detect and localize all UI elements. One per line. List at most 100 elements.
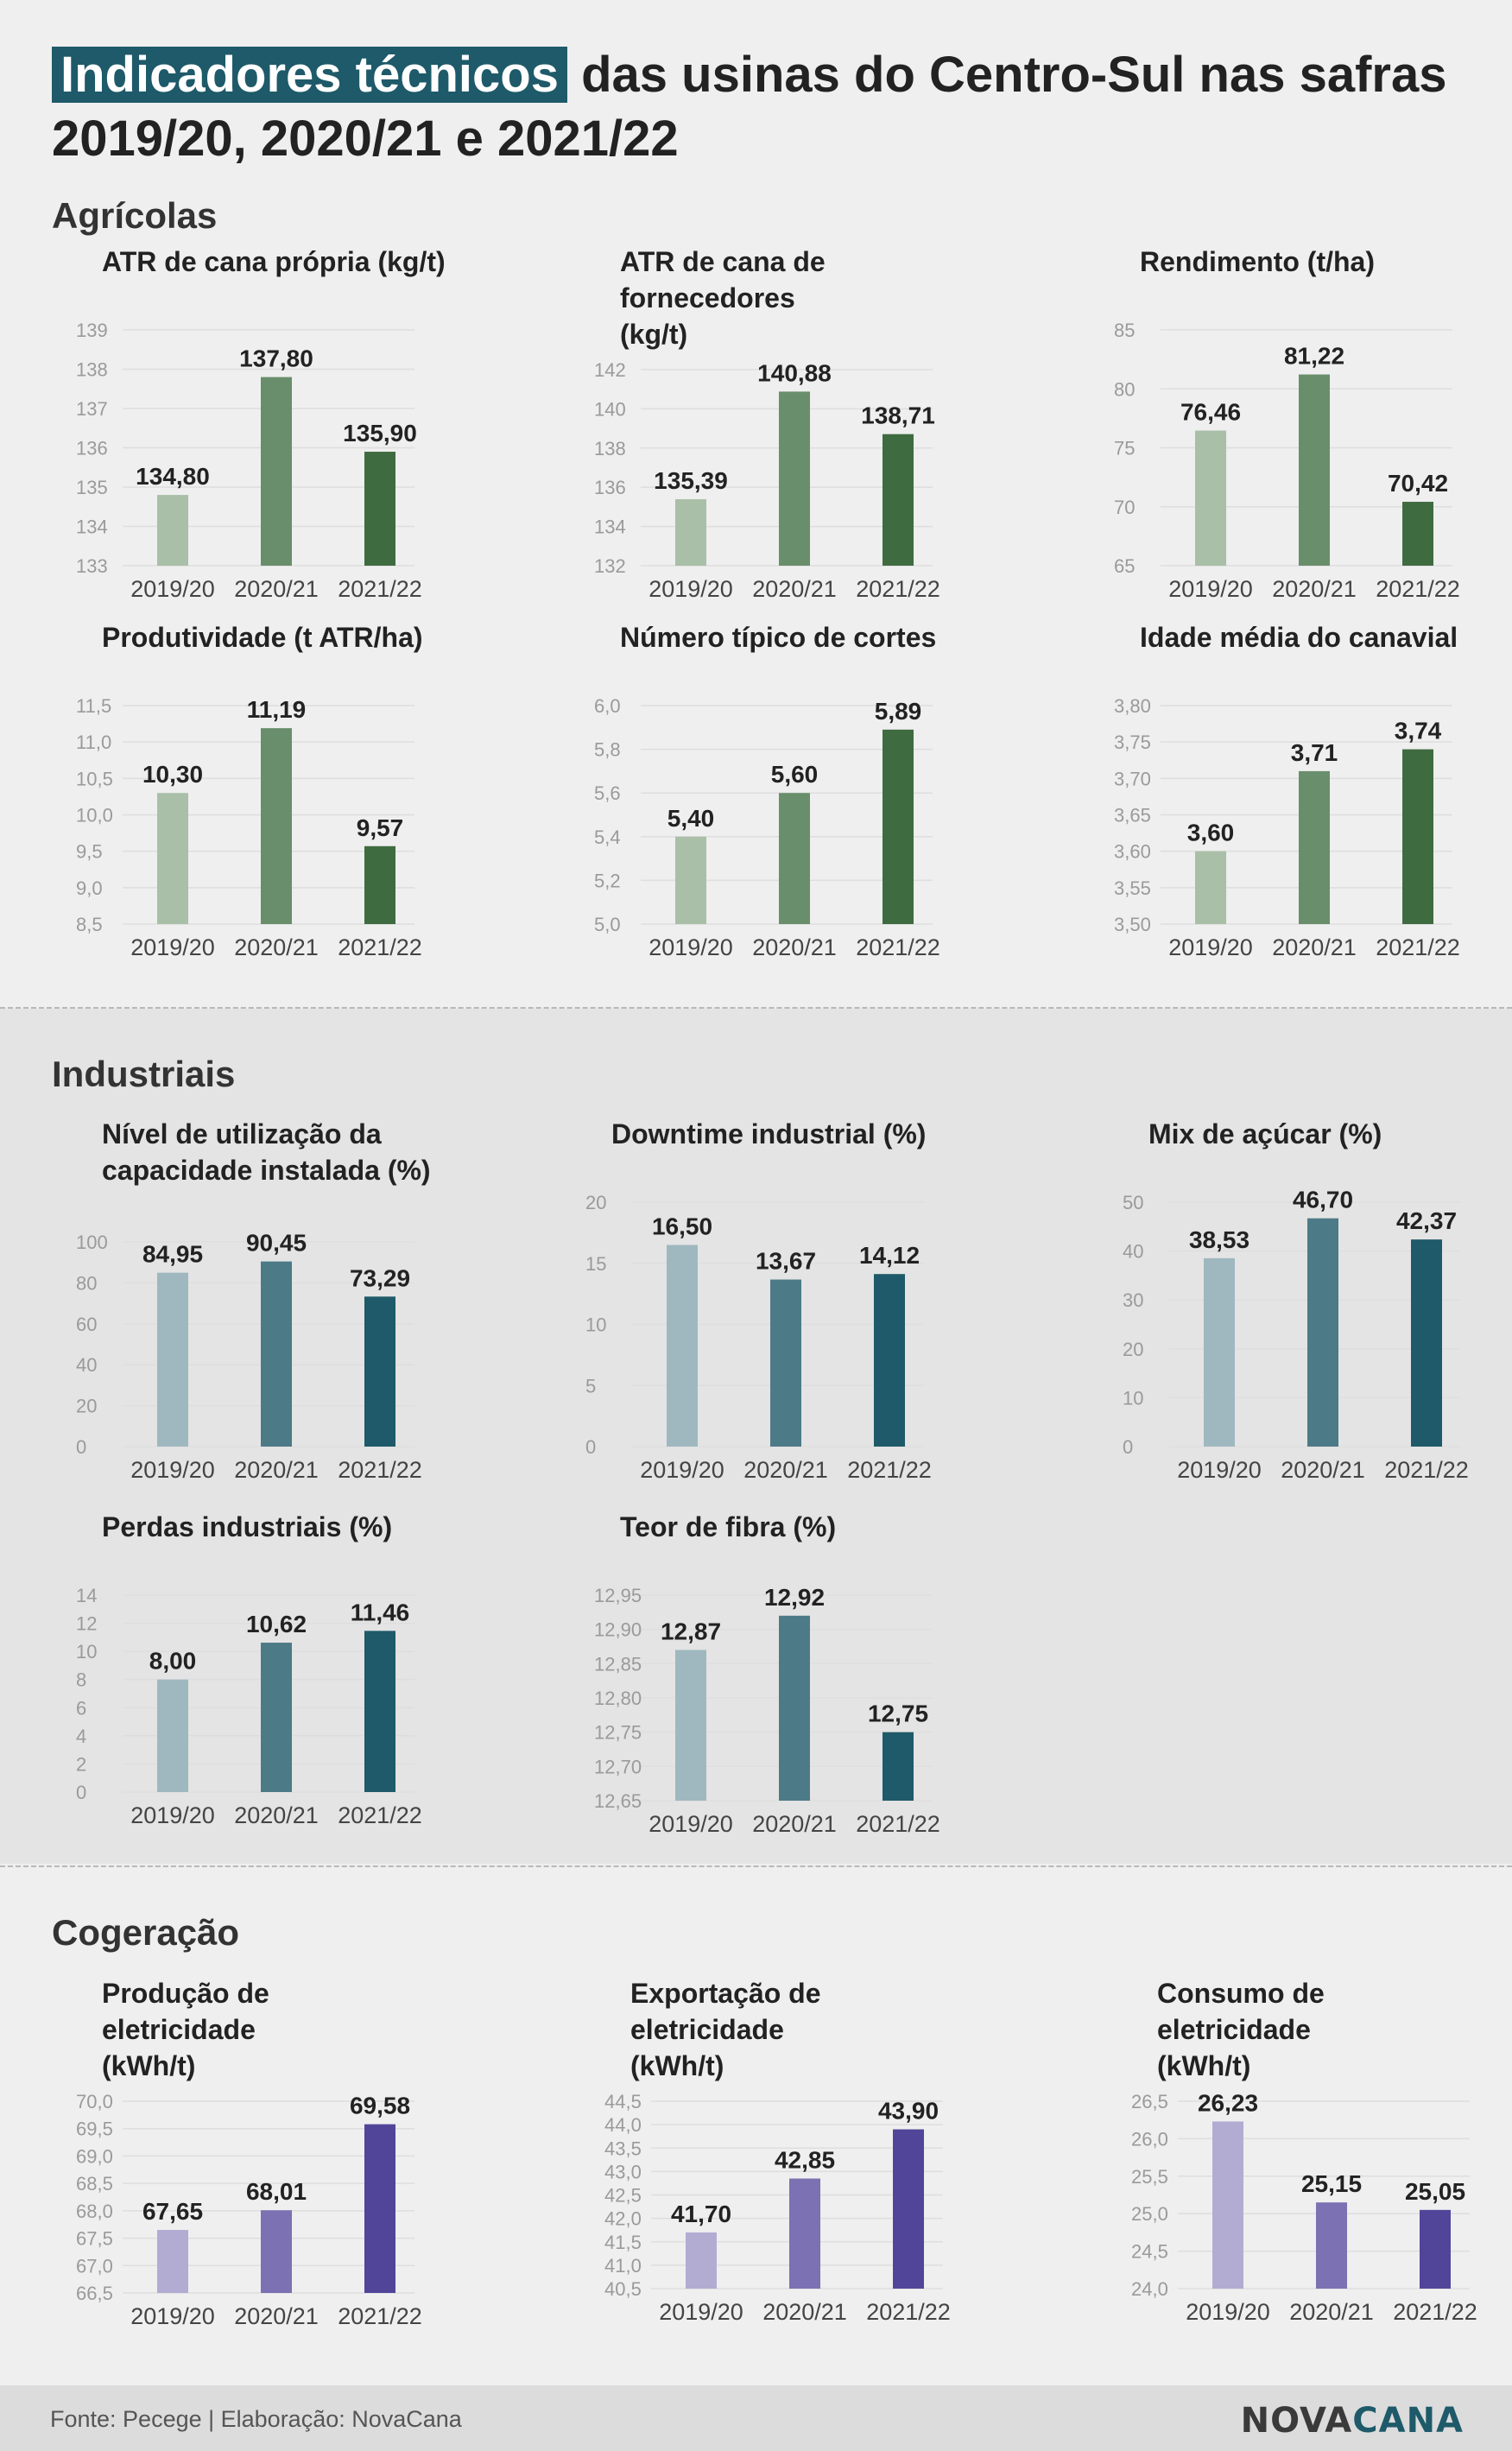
x-tick-label: 2019/20 bbox=[640, 1457, 724, 1483]
data-label: 84,95 bbox=[142, 1241, 203, 1268]
data-label: 25,15 bbox=[1301, 2170, 1362, 2197]
x-tick-label: 2021/22 bbox=[866, 2299, 951, 2325]
data-label: 138,71 bbox=[861, 402, 935, 429]
y-tick-label: 69,5 bbox=[76, 2118, 113, 2140]
y-tick-label: 4 bbox=[76, 1726, 86, 1747]
bar-2021-22 bbox=[893, 2130, 924, 2289]
y-tick-label: 3,55 bbox=[1114, 877, 1151, 899]
data-label: 41,70 bbox=[671, 2201, 731, 2227]
y-tick-label: 12,75 bbox=[594, 1722, 642, 1744]
y-tick-label: 15 bbox=[585, 1253, 606, 1275]
y-tick-label: 12,85 bbox=[594, 1653, 642, 1675]
novacana-logo: NOVACANA bbox=[1241, 2401, 1464, 2441]
data-label: 5,40 bbox=[667, 805, 715, 832]
data-label: 9,57 bbox=[357, 814, 404, 841]
x-tick-label: 2021/22 bbox=[1376, 934, 1460, 960]
y-tick-label: 12,95 bbox=[594, 1585, 642, 1606]
data-label: 8,00 bbox=[149, 1648, 197, 1675]
y-tick-label: 138 bbox=[76, 359, 108, 381]
x-tick-label: 2019/20 bbox=[1168, 934, 1253, 960]
y-tick-label: 12,90 bbox=[594, 1619, 642, 1641]
chart-8: Downtime industrial (%)0510152016,502019… bbox=[561, 1116, 1010, 1498]
y-tick-label: 11,0 bbox=[76, 732, 111, 753]
chart-11: Teor de fibra (%)12,6512,7012,7512,8012,… bbox=[570, 1509, 1019, 1852]
chart-12: Produção de eletricidade (kWh/t)66,567,0… bbox=[52, 1975, 501, 2345]
bar-2019-20 bbox=[1195, 431, 1226, 566]
bar-2021-22 bbox=[364, 2125, 395, 2293]
bar-2020-21 bbox=[1299, 375, 1330, 566]
bar-2021-22 bbox=[364, 452, 395, 566]
x-tick-label: 2021/22 bbox=[338, 576, 422, 602]
chart-3: Rendimento (t/ha)657075808576,462019/208… bbox=[1090, 244, 1512, 618]
bar-2020-21 bbox=[261, 2210, 292, 2293]
bar-2019-20 bbox=[667, 1245, 698, 1447]
bar-2019-20 bbox=[675, 499, 706, 566]
chart-svg: 0510152016,502019/2013,672020/2114,12202… bbox=[561, 1116, 1010, 1498]
bar-2021-22 bbox=[883, 730, 914, 924]
y-tick-label: 11,5 bbox=[76, 695, 111, 717]
chart-svg: 66,567,067,568,068,569,069,570,067,65201… bbox=[52, 1975, 501, 2345]
data-label: 11,19 bbox=[247, 696, 307, 723]
x-tick-label: 2019/20 bbox=[130, 576, 215, 602]
x-tick-label: 2021/22 bbox=[856, 1811, 940, 1837]
bar-2021-22 bbox=[1411, 1239, 1442, 1447]
chart-1: ATR de cana própria (kg/t)13313413513613… bbox=[52, 244, 501, 618]
x-tick-label: 2021/22 bbox=[856, 934, 940, 960]
y-tick-label: 30 bbox=[1123, 1289, 1143, 1311]
chart-svg: 024681012148,002019/2010,622020/2111,462… bbox=[52, 1509, 501, 1844]
bar-2019-20 bbox=[675, 837, 706, 924]
x-tick-label: 2020/21 bbox=[234, 2303, 319, 2329]
data-label: 67,65 bbox=[142, 2198, 203, 2225]
y-tick-label: 10,0 bbox=[76, 805, 113, 826]
bar-2019-20 bbox=[157, 793, 188, 924]
x-tick-label: 2020/21 bbox=[234, 1457, 319, 1483]
y-tick-label: 44,5 bbox=[604, 2091, 642, 2112]
bar-2021-22 bbox=[1402, 502, 1433, 566]
y-tick-label: 42,5 bbox=[604, 2185, 642, 2207]
chart-svg: 133134135136137138139134,802019/20137,80… bbox=[52, 244, 501, 618]
bar-2021-22 bbox=[1402, 750, 1433, 924]
x-tick-label: 2021/22 bbox=[338, 934, 422, 960]
x-tick-label: 2019/20 bbox=[648, 934, 733, 960]
y-tick-label: 40 bbox=[1123, 1241, 1143, 1263]
chart-14: Consumo de eletricidade (kWh/t)24,024,52… bbox=[1107, 1975, 1512, 2340]
y-tick-label: 5,0 bbox=[594, 914, 621, 935]
y-tick-label: 65 bbox=[1114, 555, 1135, 577]
data-label: 12,75 bbox=[868, 1700, 928, 1727]
y-tick-label: 68,5 bbox=[76, 2173, 113, 2194]
y-tick-label: 20 bbox=[76, 1396, 97, 1417]
y-tick-label: 138 bbox=[594, 438, 626, 459]
data-label: 42,85 bbox=[775, 2147, 835, 2174]
bar-2020-21 bbox=[770, 1280, 801, 1447]
y-tick-label: 5,8 bbox=[594, 739, 621, 761]
data-label: 140,88 bbox=[757, 359, 832, 386]
bar-2021-22 bbox=[364, 1296, 395, 1447]
y-tick-label: 80 bbox=[1114, 378, 1135, 400]
section-title-cogeracao: Cogeração bbox=[52, 1912, 239, 1954]
bar-2021-22 bbox=[883, 1732, 914, 1801]
y-tick-label: 9,5 bbox=[76, 841, 103, 863]
x-tick-label: 2020/21 bbox=[762, 2299, 847, 2325]
data-label: 12,92 bbox=[764, 1584, 825, 1611]
data-label: 68,01 bbox=[246, 2178, 307, 2205]
y-tick-label: 3,75 bbox=[1114, 732, 1151, 753]
y-tick-label: 136 bbox=[76, 438, 108, 459]
data-label: 5,60 bbox=[771, 761, 819, 788]
y-tick-label: 132 bbox=[594, 555, 626, 577]
y-tick-label: 0 bbox=[76, 1782, 86, 1803]
data-label: 137,80 bbox=[239, 345, 313, 372]
data-label: 38,53 bbox=[1189, 1226, 1249, 1253]
chart-svg: 8,59,09,510,010,511,011,510,302019/2011,… bbox=[52, 619, 501, 976]
data-label: 69,58 bbox=[350, 2093, 410, 2119]
data-label: 73,29 bbox=[350, 1264, 410, 1291]
source-note: Fonte: Pecege | Elaboração: NovaCana bbox=[50, 2406, 462, 2433]
data-label: 3,71 bbox=[1291, 739, 1338, 766]
bar-2020-21 bbox=[1307, 1219, 1338, 1447]
y-tick-label: 25,5 bbox=[1131, 2166, 1168, 2188]
chart-10: Perdas industriais (%)024681012148,00201… bbox=[52, 1509, 501, 1844]
y-tick-label: 20 bbox=[585, 1192, 606, 1213]
data-label: 10,62 bbox=[246, 1611, 307, 1637]
data-label: 26,23 bbox=[1198, 2089, 1258, 2116]
y-tick-label: 25,0 bbox=[1131, 2203, 1168, 2225]
x-tick-label: 2020/21 bbox=[234, 934, 319, 960]
